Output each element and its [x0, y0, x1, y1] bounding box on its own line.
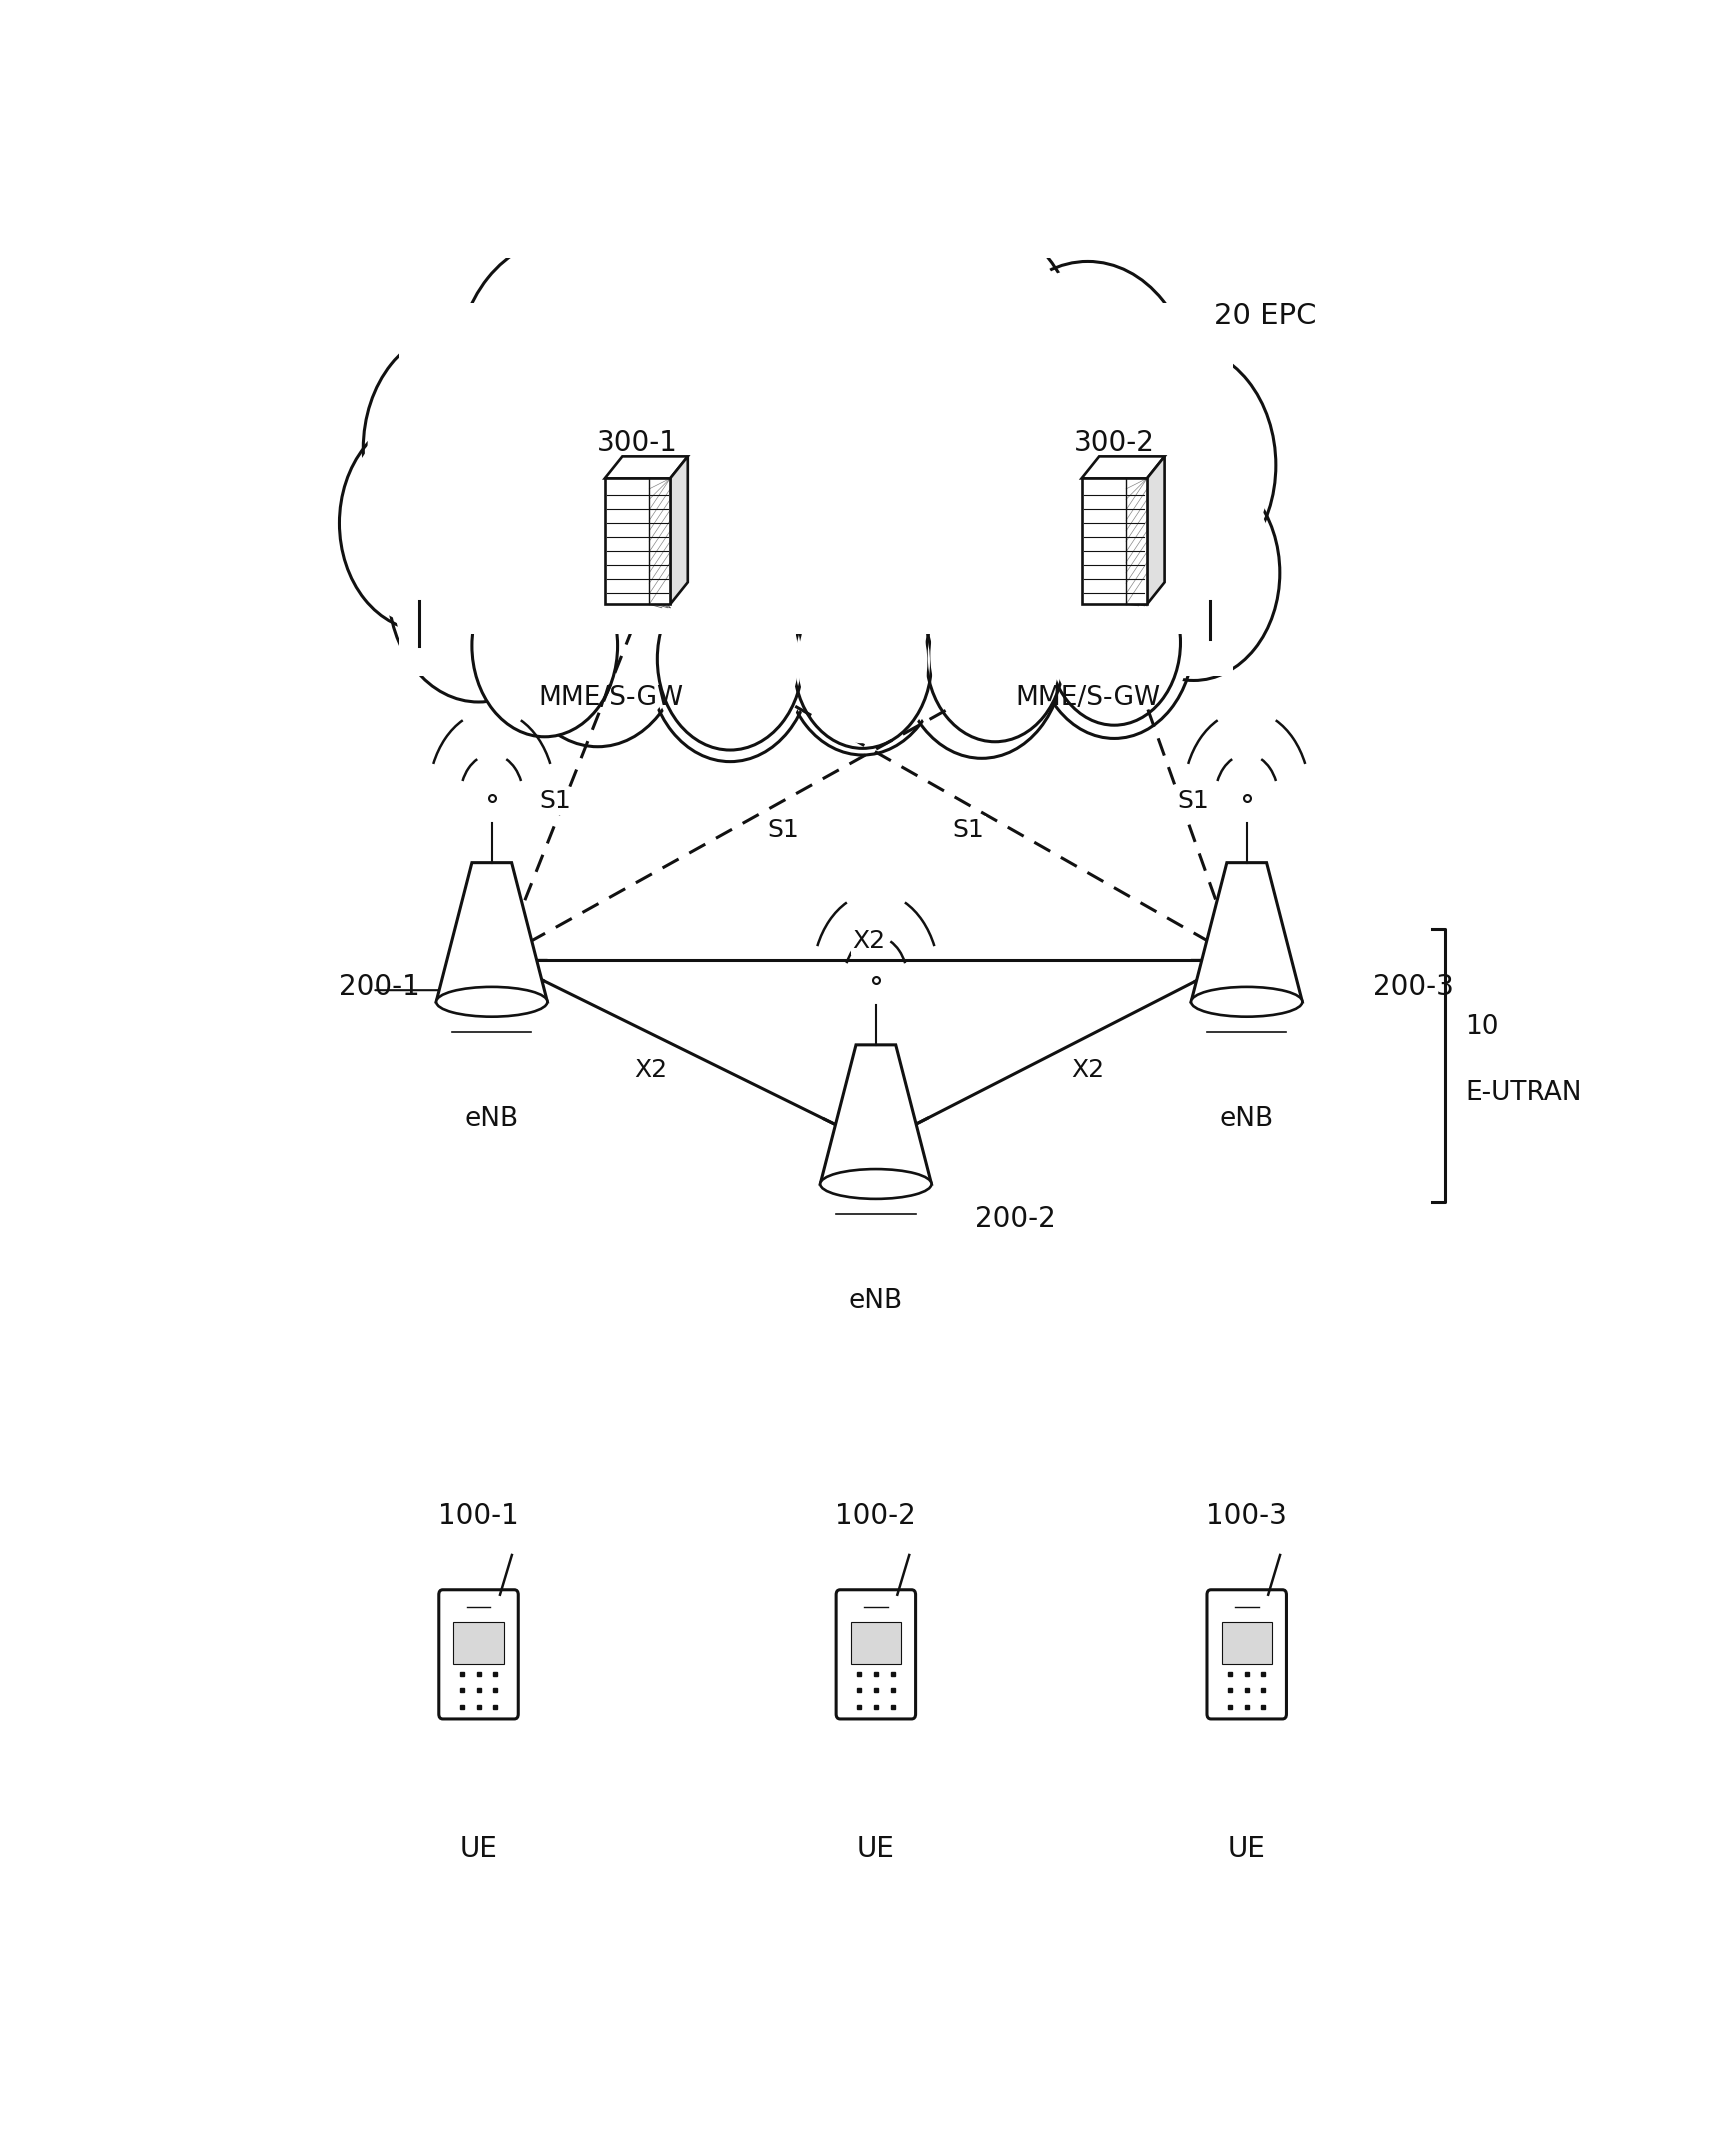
Text: S1: S1: [767, 817, 800, 841]
Circle shape: [930, 574, 1060, 736]
Circle shape: [983, 262, 1195, 527]
Circle shape: [364, 329, 554, 568]
FancyBboxPatch shape: [1207, 1590, 1287, 1719]
Circle shape: [1085, 346, 1277, 585]
Text: S1: S1: [1178, 789, 1210, 813]
Circle shape: [1107, 465, 1280, 680]
Text: UE: UE: [460, 1835, 497, 1863]
Circle shape: [388, 478, 569, 701]
Circle shape: [583, 206, 810, 493]
Circle shape: [904, 557, 1060, 753]
Circle shape: [1111, 471, 1277, 675]
Circle shape: [1089, 351, 1271, 579]
Circle shape: [1048, 559, 1181, 725]
FancyBboxPatch shape: [439, 1590, 518, 1719]
Bar: [400, 303, 1220, 635]
Circle shape: [456, 239, 673, 510]
Polygon shape: [1191, 863, 1302, 1002]
Text: 100-1: 100-1: [438, 1501, 520, 1529]
Circle shape: [786, 561, 938, 751]
Circle shape: [926, 570, 1065, 742]
FancyBboxPatch shape: [1222, 1622, 1271, 1665]
Text: UE: UE: [1227, 1835, 1266, 1863]
Polygon shape: [605, 456, 687, 478]
Text: eNB: eNB: [1220, 1106, 1273, 1131]
FancyBboxPatch shape: [836, 1590, 916, 1719]
Polygon shape: [1082, 456, 1164, 478]
Text: S1: S1: [540, 789, 571, 813]
Circle shape: [344, 419, 508, 626]
FancyBboxPatch shape: [1082, 478, 1147, 604]
Circle shape: [856, 217, 1082, 499]
Polygon shape: [436, 863, 547, 1002]
Circle shape: [658, 568, 803, 751]
Circle shape: [798, 581, 928, 744]
Circle shape: [578, 200, 817, 499]
Circle shape: [477, 559, 614, 731]
Circle shape: [725, 202, 947, 480]
Text: 200-1: 200-1: [340, 972, 420, 1000]
Text: MME/S-GW: MME/S-GW: [538, 686, 684, 712]
Text: eNB: eNB: [849, 1288, 902, 1314]
Circle shape: [899, 553, 1065, 759]
Text: 100-2: 100-2: [836, 1501, 916, 1529]
Text: MME/S-GW: MME/S-GW: [1015, 686, 1160, 712]
Text: 300-2: 300-2: [1073, 428, 1155, 456]
Circle shape: [986, 267, 1189, 521]
FancyBboxPatch shape: [851, 1622, 901, 1665]
Circle shape: [511, 531, 684, 746]
Text: 20 EPC: 20 EPC: [1213, 301, 1316, 329]
Polygon shape: [670, 456, 687, 604]
Text: 300-1: 300-1: [596, 428, 678, 456]
Circle shape: [861, 224, 1077, 493]
Text: UE: UE: [856, 1835, 896, 1863]
Text: E-UTRAN: E-UTRAN: [1465, 1080, 1583, 1106]
Polygon shape: [820, 1045, 931, 1183]
Circle shape: [1039, 544, 1189, 733]
Circle shape: [340, 415, 511, 630]
Circle shape: [1053, 564, 1176, 721]
Circle shape: [793, 576, 931, 749]
Circle shape: [651, 561, 808, 757]
Ellipse shape: [820, 1168, 931, 1198]
Circle shape: [1036, 540, 1193, 738]
Text: X2: X2: [853, 929, 885, 953]
Circle shape: [719, 196, 952, 486]
Ellipse shape: [1191, 987, 1302, 1017]
Circle shape: [472, 555, 617, 738]
Circle shape: [393, 482, 564, 697]
Text: 200-2: 200-2: [976, 1205, 1056, 1233]
Circle shape: [648, 557, 812, 761]
Bar: [400, 327, 1234, 675]
Circle shape: [367, 336, 550, 561]
Ellipse shape: [436, 987, 547, 1017]
Text: X2: X2: [1072, 1058, 1104, 1082]
FancyBboxPatch shape: [605, 478, 670, 604]
FancyBboxPatch shape: [453, 1622, 504, 1665]
Circle shape: [516, 536, 680, 742]
Text: 200-3: 200-3: [1372, 972, 1453, 1000]
Circle shape: [461, 245, 668, 503]
Text: X2: X2: [634, 1058, 667, 1082]
Text: eNB: eNB: [465, 1106, 520, 1131]
Polygon shape: [1147, 456, 1164, 604]
Text: S1: S1: [952, 817, 984, 841]
Circle shape: [783, 557, 942, 755]
Bar: [386, 312, 1248, 675]
Circle shape: [661, 574, 798, 744]
Text: 100-3: 100-3: [1207, 1501, 1287, 1529]
Text: 10: 10: [1465, 1013, 1499, 1039]
